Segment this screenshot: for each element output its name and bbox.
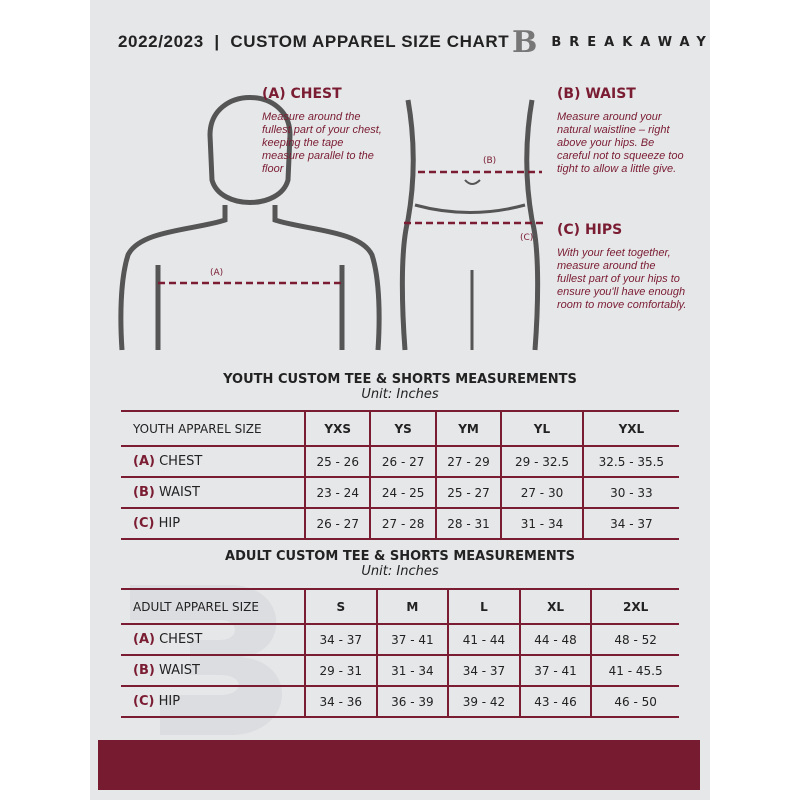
adult-unit: Unit: Inches [361, 564, 439, 579]
lower-body-figure [399, 99, 541, 351]
table-header-row: YOUTH APPAREL SIZE YXS YS YM YL YXL [121, 410, 679, 447]
table-row: (C) HIP 34 - 36 36 - 39 39 - 42 43 - 46 46 - … [121, 686, 679, 718]
column-header: YOUTH APPAREL SIZE [121, 410, 305, 447]
adult-section-heading: ADULT CUSTOM TEE & SHORTS MEASUREMENTS U… [120, 549, 680, 579]
table-row: (B) WAIST 23 - 24 24 - 25 25 - 27 27 - 30 30 … [121, 477, 679, 509]
marker-a: (A) [210, 268, 223, 278]
table-cell: 43 - 46 [518, 686, 592, 718]
column-header: YL [500, 410, 583, 447]
waist-heading: (B) WAIST [557, 86, 636, 102]
brand-name: BREAKAWAY [551, 35, 714, 50]
table-cell: 34 - 37 [581, 508, 679, 540]
column-header: M [375, 588, 449, 625]
brand-logo: B BREAKAWAY [512, 25, 714, 60]
row-letter: (C) [133, 694, 155, 709]
table-cell: 28 - 31 [434, 508, 502, 540]
table-row: (B) WAIST 29 - 31 31 - 34 34 - 37 37 - 41 41 … [121, 655, 679, 687]
chest-description: Measure around the fullest part of your … [262, 111, 382, 175]
table-row: (A) CHEST 25 - 26 26 - 27 27 - 29 29 - 32.5 3… [121, 446, 679, 478]
column-header: YM [434, 410, 502, 447]
column-header: L [447, 588, 520, 625]
logo-mark: B [512, 25, 538, 60]
waist-description: Measure around your natural waistline – … [557, 111, 684, 175]
row-letter: (B) [133, 485, 155, 500]
row-letter: (A) [133, 632, 155, 647]
table-cell: 48 - 52 [590, 624, 679, 656]
table-row: (A) CHEST 34 - 37 37 - 41 41 - 44 44 - 48 48 … [121, 624, 679, 656]
marker-b: (B) [483, 156, 496, 166]
page-title: 2022/2023 | CUSTOM APPAREL SIZE CHART [118, 32, 510, 51]
row-letter: (C) [133, 516, 155, 531]
table-cell: 30 - 33 [581, 477, 679, 509]
adult-size-table: ADULT APPAREL SIZE S M L XL 2XL (A) CHEST 34 - … [121, 588, 679, 718]
row-label: (A) CHEST [121, 624, 305, 656]
row-name: HIP [158, 516, 181, 531]
youth-section-heading: YOUTH CUSTOM TEE & SHORTS MEASUREMENTS U… [120, 372, 680, 402]
row-letter: (A) [133, 454, 155, 469]
table-cell: 34 - 36 [304, 686, 377, 718]
footer-bar [98, 740, 700, 790]
table-cell: 26 - 27 [369, 446, 436, 478]
table-cell: 23 - 24 [303, 477, 371, 509]
row-name: WAIST [158, 485, 201, 500]
row-name: CHEST [159, 632, 203, 647]
upper-body-figure [118, 95, 382, 351]
row-letter: (B) [133, 663, 155, 678]
table-cell: 25 - 26 [303, 446, 371, 478]
row-name: WAIST [158, 663, 201, 678]
table-cell: 37 - 41 [518, 655, 592, 687]
row-label: (C) HIP [121, 686, 305, 718]
table-row: (C) HIP 26 - 27 27 - 28 28 - 31 31 - 34 34 - … [121, 508, 679, 540]
table-cell: 34 - 37 [304, 624, 377, 656]
table-cell: 39 - 42 [447, 686, 520, 718]
table-cell: 44 - 48 [518, 624, 592, 656]
table-cell: 29 - 31 [304, 655, 377, 687]
table-cell: 34 - 37 [447, 655, 520, 687]
table-cell: 26 - 27 [303, 508, 371, 540]
row-name: HIP [158, 694, 181, 709]
column-header: S [304, 588, 377, 625]
column-header: YXL [581, 410, 679, 447]
table-cell: 31 - 34 [500, 508, 583, 540]
table-cell: 24 - 25 [369, 477, 436, 509]
hips-description: With your feet together, measure around … [557, 247, 687, 311]
table-cell: 31 - 34 [375, 655, 449, 687]
table-cell: 36 - 39 [375, 686, 449, 718]
table-cell: 27 - 28 [369, 508, 436, 540]
table-cell: 27 - 29 [434, 446, 502, 478]
column-header: 2XL [590, 588, 679, 625]
row-name: CHEST [159, 454, 203, 469]
row-label: (A) CHEST [121, 446, 305, 478]
body-illustrations: (A) (B) (C) [118, 95, 545, 351]
adult-title: ADULT CUSTOM TEE & SHORTS MEASUREMENTS [225, 549, 575, 564]
table-header-row: ADULT APPAREL SIZE S M L XL 2XL [121, 588, 679, 625]
table-cell: 41 - 44 [447, 624, 520, 656]
table-cell: 27 - 30 [500, 477, 583, 509]
column-header: YS [369, 410, 436, 447]
column-header: ADULT APPAREL SIZE [121, 588, 305, 625]
row-label: (C) HIP [121, 508, 305, 540]
table-cell: 32.5 - 35.5 [581, 446, 679, 478]
youth-size-table: YOUTH APPAREL SIZE YXS YS YM YL YXL (A) CHEST 2… [121, 410, 679, 540]
youth-title: YOUTH CUSTOM TEE & SHORTS MEASUREMENTS [223, 372, 577, 387]
marker-c: (C) [520, 233, 533, 243]
table-cell: 37 - 41 [375, 624, 449, 656]
row-label: (B) WAIST [121, 477, 305, 509]
row-label: (B) WAIST [121, 655, 305, 687]
table-cell: 29 - 32.5 [500, 446, 583, 478]
chest-heading: (A) CHEST [262, 86, 342, 102]
youth-unit: Unit: Inches [361, 387, 439, 402]
column-header: XL [518, 588, 592, 625]
table-cell: 46 - 50 [590, 686, 679, 718]
table-cell: 25 - 27 [434, 477, 502, 509]
table-cell: 41 - 45.5 [590, 655, 679, 687]
hips-heading: (C) HIPS [557, 222, 623, 238]
column-header: YXS [303, 410, 371, 447]
